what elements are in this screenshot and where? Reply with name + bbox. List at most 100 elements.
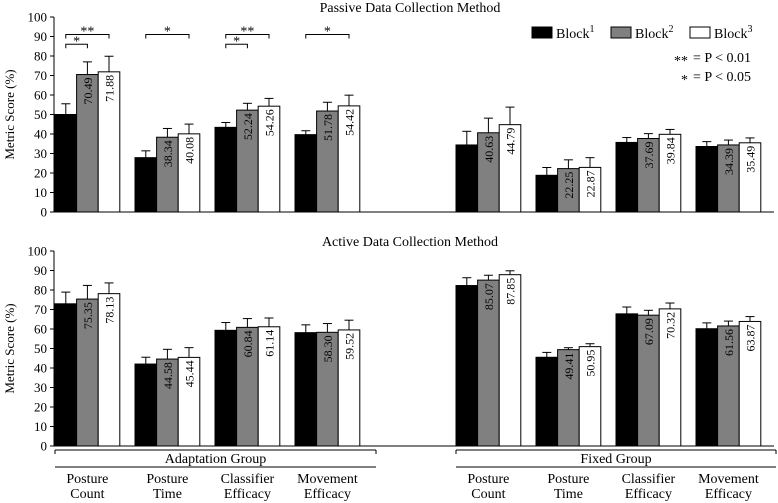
x-tick-label: Movement (297, 472, 358, 487)
data-label: 82.29 (460, 289, 474, 316)
data-label: 52.24 (241, 113, 255, 140)
data-label: 43.41 (219, 130, 233, 157)
x-tick-label: Posture (467, 472, 509, 487)
significance-bracket (305, 34, 350, 39)
y-tick-label: 30 (34, 380, 47, 395)
data-label: 35.68 (620, 145, 634, 172)
data-label: 60.84 (241, 330, 255, 357)
y-tick-label: 50 (34, 341, 47, 356)
significance-bracket (65, 34, 110, 39)
data-label: 71.88 (103, 75, 117, 102)
y-tick-label: 90 (34, 263, 47, 278)
data-label: 42.03 (139, 367, 153, 394)
x-tick-label: Time (153, 487, 182, 502)
x-tick-label: Posture (66, 472, 108, 487)
data-label: 72.92 (59, 307, 73, 334)
panel-title: Active Data Collection Method (322, 235, 498, 250)
data-label: 58.30 (321, 335, 335, 362)
y-tick-label: 0 (41, 439, 48, 454)
data-label: 35.49 (744, 146, 758, 173)
data-label: 45.50 (540, 360, 554, 387)
x-tick-label: Movement (698, 472, 759, 487)
data-label: 85.07 (482, 283, 496, 310)
x-tick-label: Efficacy (304, 487, 351, 502)
y-tick-label: 20 (34, 400, 47, 415)
x-tick-label: Classifier (221, 472, 275, 487)
legend-label: Block2 (635, 24, 673, 42)
x-category-axis: Adaptation Group Fixed GroupPostureCountP… (54, 449, 777, 502)
data-label: 75.35 (81, 302, 95, 329)
significance-bracket (65, 43, 88, 49)
data-label: 61.14 (263, 330, 277, 357)
x-tick-label: Classifier (622, 472, 676, 487)
x-tick-label: Time (554, 487, 583, 502)
x-tick-label: Posture (547, 472, 589, 487)
legend: Block1 Block2 Block3 (531, 24, 752, 42)
y-tick-label: 0 (41, 205, 48, 220)
y-tick-label: 70 (34, 68, 47, 83)
legend-swatch (610, 26, 632, 39)
data-label: 54.26 (263, 109, 277, 136)
data-label: 67.09 (642, 318, 656, 345)
data-label: 39.84 (664, 137, 678, 164)
data-label: 78.13 (103, 297, 117, 324)
data-label: 37.69 (642, 142, 656, 169)
legend-swatch (531, 26, 553, 39)
significance-legend-marker: ** (674, 54, 688, 69)
x-tick-label: Count (70, 487, 104, 502)
panel-active: Active Data Collection Method Metric Scor… (2, 235, 774, 454)
panel-title: Passive Data Collection Method (320, 1, 501, 16)
data-label: 59.32 (219, 333, 233, 360)
data-label: 27.87 (139, 161, 153, 188)
x-tick-label: Efficacy (705, 487, 752, 502)
significance-marker: * (324, 25, 331, 40)
data-label: 40.63 (482, 136, 496, 163)
data-label: 44.58 (161, 362, 175, 389)
data-label: 70.49 (81, 78, 95, 105)
x-tick-label: Count (471, 487, 505, 502)
y-tick-label: 90 (34, 29, 47, 44)
group-label: Adaptation Group (165, 452, 266, 467)
data-label: 50.95 (584, 350, 598, 377)
data-label: 44.79 (504, 128, 518, 155)
y-axis-label: Metric Score (%) (2, 69, 17, 159)
data-label: 59.52 (343, 333, 357, 360)
y-tick-label: 50 (34, 107, 47, 122)
data-label: 51.78 (321, 114, 335, 141)
data-label: 39.67 (299, 138, 313, 165)
group-label: Fixed Group (580, 452, 651, 467)
y-tick-label: 10 (34, 185, 47, 200)
y-tick-label: 100 (28, 244, 48, 259)
y-axis-label: Metric Score (%) (2, 303, 17, 393)
significance-marker: * (73, 34, 80, 49)
significance-legend-marker: * (681, 73, 688, 88)
data-label: 18.82 (540, 178, 554, 205)
data-label: 22.25 (562, 172, 576, 199)
significance-legend: ** = P < 0.01 * = P < 0.05 (674, 51, 751, 88)
y-tick-label: 40 (34, 127, 47, 142)
data-label: 63.87 (744, 324, 758, 351)
data-label: 40.08 (183, 137, 197, 164)
x-tick-label: Efficacy (224, 487, 271, 502)
data-label: 34.39 (722, 148, 736, 175)
y-tick-label: 100 (28, 10, 48, 25)
data-label: 22.87 (584, 170, 598, 197)
significance-bracket (225, 43, 248, 49)
data-label: 61.56 (722, 329, 736, 356)
data-label: 38.34 (161, 140, 175, 167)
x-tick-label: Posture (146, 472, 188, 487)
x-tick-label: Efficacy (625, 487, 672, 502)
significance-bracket (225, 34, 270, 39)
y-tick-label: 10 (34, 419, 47, 434)
legend-label: Block3 (714, 24, 752, 42)
significance-marker: ** (80, 25, 94, 40)
data-label: 87.85 (504, 278, 518, 305)
y-tick-label: 30 (34, 146, 47, 161)
significance-marker: * (164, 25, 171, 40)
data-label: 54.42 (343, 109, 357, 136)
panel-passive: Passive Data Collection Method Metric Sco… (2, 1, 774, 220)
data-label: 33.59 (700, 149, 714, 176)
legend-label: Block1 (556, 24, 594, 42)
data-label: 60.14 (700, 332, 714, 359)
data-label: 49.41 (562, 353, 576, 380)
